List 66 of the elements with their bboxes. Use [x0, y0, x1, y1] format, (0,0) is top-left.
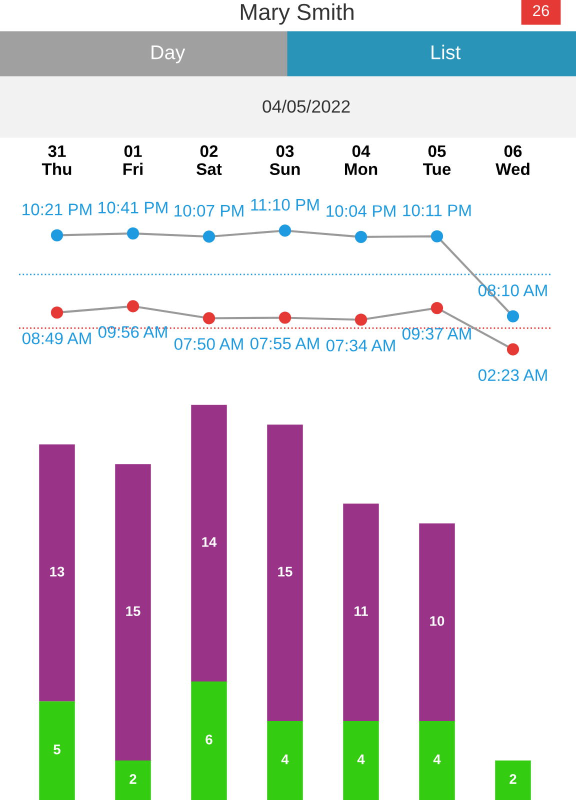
text: 26 — [533, 5, 550, 16]
bar — [115, 464, 151, 760]
point — [126, 227, 140, 240]
bar — [419, 720, 455, 800]
bar — [191, 404, 227, 682]
data-label: 10:04 PM — [326, 205, 396, 217]
data-label: 08:49 AM — [22, 332, 91, 344]
bar — [115, 760, 151, 800]
data-label: 08:10 AM — [478, 284, 547, 296]
bar — [343, 720, 379, 800]
data-label: 07:50 AM — [174, 338, 243, 350]
data-label: 2 — [510, 774, 516, 784]
x-tick-label: 31 Thu — [42, 145, 72, 176]
text: Day — [152, 46, 186, 64]
point — [354, 314, 368, 326]
data-label: 09:56 AM — [98, 326, 167, 338]
text: Mary Smith — [240, 3, 354, 25]
point — [506, 310, 520, 322]
point — [278, 312, 292, 324]
point — [126, 300, 140, 312]
point — [202, 312, 216, 324]
point — [430, 230, 444, 242]
data-label: 14 — [202, 537, 217, 547]
data-label: 2 — [130, 774, 136, 784]
point — [278, 224, 292, 237]
text: List — [432, 44, 461, 60]
data-label: 02:23 AM — [478, 369, 547, 382]
data-label: 4 — [357, 754, 365, 764]
data-label: 6 — [206, 734, 212, 744]
data-label: 10:41 PM — [98, 202, 168, 214]
x-tick-label: 01 Fri — [123, 145, 142, 175]
bar — [39, 701, 75, 800]
text: 04/05/2022 — [262, 100, 350, 113]
data-label: 11 — [354, 606, 368, 616]
data-label: 4 — [433, 754, 441, 764]
x-tick-label: 02 Sat — [196, 145, 222, 176]
data-label: 10:11 PM — [403, 204, 471, 216]
bar — [419, 523, 455, 721]
point — [506, 343, 520, 356]
point — [430, 302, 444, 314]
data-label: 5 — [54, 744, 60, 754]
data-label: 11:10 PM — [251, 198, 319, 211]
point — [202, 230, 216, 243]
data-label: 07:55 AM — [250, 338, 319, 350]
data-label: 07:34 AM — [326, 340, 395, 352]
data-label: 15 — [126, 606, 140, 616]
x-tick-label: 05 Tue — [422, 145, 451, 176]
data-label: 4 — [281, 754, 289, 764]
bar — [39, 444, 75, 702]
x-tick-label: 04 Mon — [344, 145, 378, 176]
data-label: 10:07 PM — [174, 204, 244, 217]
bar — [191, 681, 227, 800]
data-label: 15 — [278, 566, 292, 577]
data-label: 09:37 AM — [402, 328, 471, 340]
x-tick-label: 03 Sun — [270, 145, 300, 176]
bar — [267, 424, 303, 721]
data-label: 13 — [50, 566, 64, 577]
x-tick-label: 06 Wed — [496, 145, 530, 176]
point — [50, 229, 64, 242]
bar — [267, 720, 303, 800]
bar — [343, 504, 379, 721]
bar — [495, 760, 531, 800]
point — [50, 306, 64, 319]
point — [354, 230, 368, 243]
data-label: 10 — [430, 616, 444, 626]
data-label: 10:21 PM — [22, 204, 92, 216]
